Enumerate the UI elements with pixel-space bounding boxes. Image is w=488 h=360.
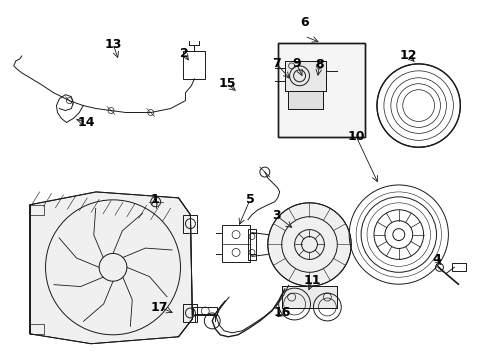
- Polygon shape: [30, 192, 192, 344]
- Text: 14: 14: [77, 116, 95, 129]
- Text: 9: 9: [292, 57, 300, 71]
- Text: 6: 6: [300, 16, 308, 29]
- Text: 17: 17: [151, 301, 168, 314]
- Text: 7: 7: [272, 57, 281, 71]
- Text: 15: 15: [218, 77, 235, 90]
- Bar: [277, 43, 365, 137]
- Text: 12: 12: [399, 49, 417, 63]
- Text: 13: 13: [104, 37, 122, 50]
- Bar: [193, 307, 217, 315]
- Text: 8: 8: [314, 58, 323, 71]
- Text: 16: 16: [273, 306, 291, 319]
- Bar: [451, 264, 466, 271]
- Bar: [222, 225, 249, 262]
- Bar: [281, 286, 337, 308]
- Bar: [284, 61, 325, 91]
- Bar: [183, 215, 197, 233]
- Bar: [183, 304, 197, 322]
- Bar: [281, 286, 337, 308]
- Bar: [183, 51, 205, 79]
- Text: 5: 5: [245, 193, 254, 206]
- Text: 4: 4: [431, 253, 440, 266]
- Bar: [247, 229, 255, 260]
- Circle shape: [267, 203, 350, 286]
- Text: 3: 3: [272, 209, 281, 222]
- Bar: [287, 91, 323, 109]
- Text: 1: 1: [150, 193, 159, 206]
- Bar: [287, 91, 323, 109]
- Bar: [284, 61, 325, 91]
- Bar: [277, 43, 365, 137]
- Text: 10: 10: [346, 130, 364, 143]
- Text: 2: 2: [180, 48, 188, 60]
- Text: 11: 11: [303, 274, 321, 287]
